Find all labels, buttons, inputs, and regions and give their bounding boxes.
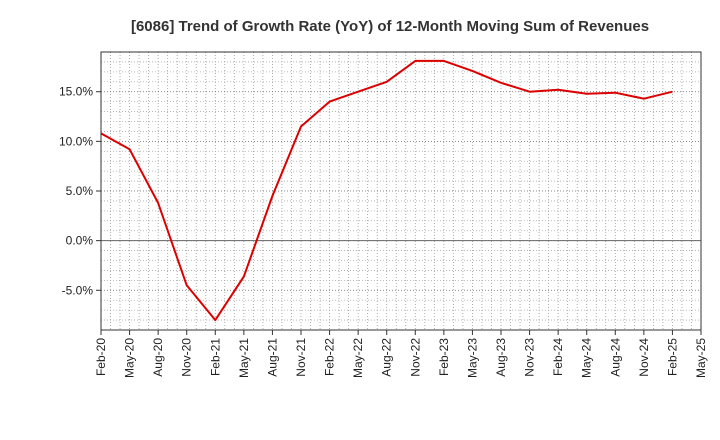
x-tick-label: Nov-24 [637,338,651,377]
y-tick-label: 5.0% [66,184,94,198]
x-tick-label: Aug-22 [380,338,394,377]
x-tick-label: Aug-24 [608,338,622,377]
x-tick-label: Aug-23 [494,338,508,377]
x-tick-label: May-20 [123,338,137,378]
y-tick-label: -5.0% [62,283,94,297]
x-tick-label: Feb-24 [551,338,565,376]
series-line [100,59,673,322]
x-tick-label: Feb-22 [323,338,337,376]
x-tick-label: May-23 [465,338,479,378]
x-tick-label: Nov-20 [180,338,194,377]
y-tick-label: 10.0% [59,134,93,148]
y-tick-label: 15.0% [59,85,93,99]
x-axis: Feb-20 May-20 Aug-20 Nov-20 Feb-21 May-21 Aug-… [94,330,708,378]
x-tick-label: Nov-22 [408,338,422,377]
chart-title: [6086] Trend of Growth Rate (YoY) of 12-… [131,18,649,35]
x-tick-label: May-24 [580,338,594,378]
x-tick-label: May-22 [351,338,365,378]
series-layer [100,59,673,322]
x-tick-label: Nov-21 [294,338,308,377]
x-tick-label: Aug-21 [265,338,279,377]
y-axis: -5.0% 0.0% 5.0% 10.0% 15.0% [59,85,101,297]
x-tick-label: Feb-21 [208,338,222,376]
x-tick-label: Nov-23 [523,338,537,377]
x-tick-label: May-25 [694,338,708,378]
x-tick-label: May-21 [237,338,251,378]
plot-frame [100,51,702,331]
x-tick-label: Feb-23 [437,338,451,376]
x-tick-label: Feb-20 [94,338,108,376]
y-tick-label: 0.0% [66,234,94,248]
x-tick-label: Feb-25 [665,338,679,376]
x-tick-label: Aug-20 [151,338,165,377]
